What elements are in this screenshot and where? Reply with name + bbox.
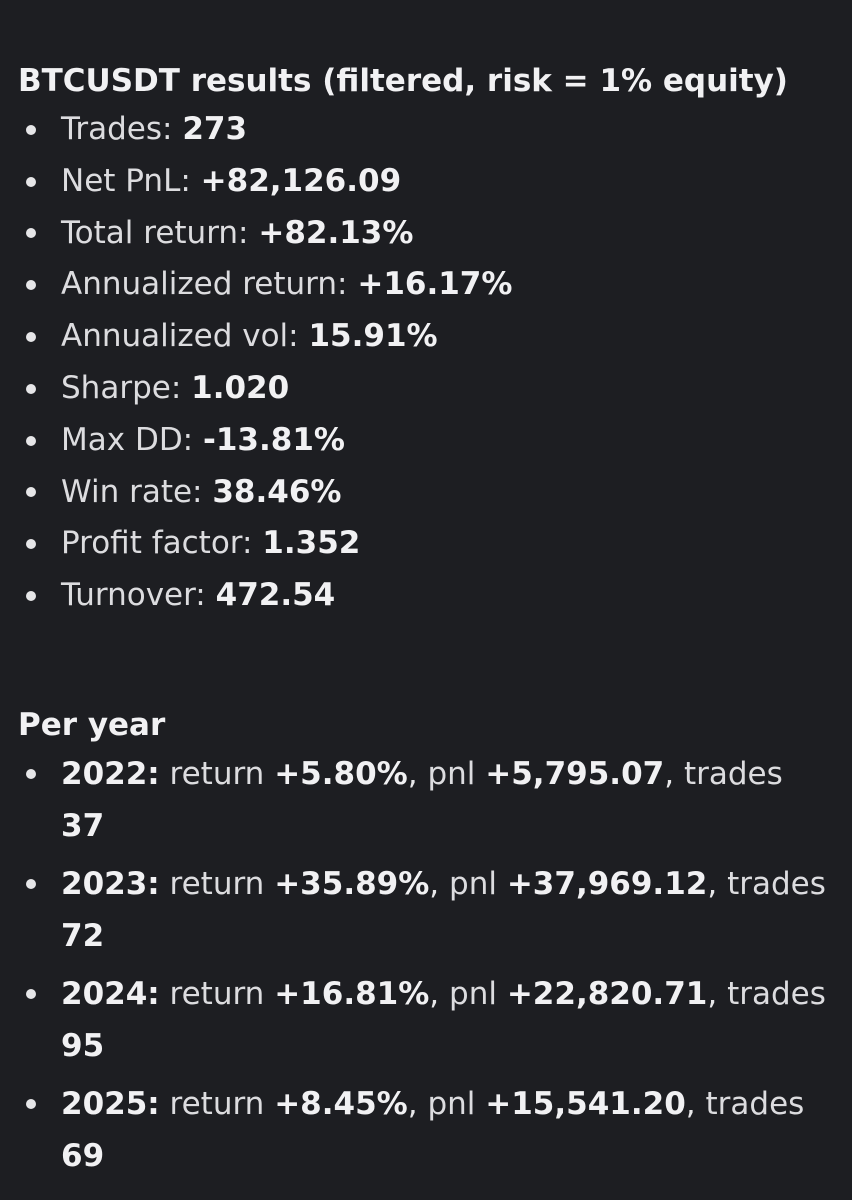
- metric-label: Annualized vol:: [61, 318, 299, 355]
- message-content: BTCUSDT results (filtered, risk = 1% equ…: [18, 58, 838, 1188]
- summary-list: Trades: 273 Net PnL: +82,126.09 Total re…: [18, 104, 838, 622]
- summary-item-turnover: Turnover: 472.54: [18, 570, 838, 622]
- metric-label: Sharpe:: [61, 369, 182, 406]
- pnl-value: +22,820.71: [506, 975, 708, 1012]
- year-label: 2025:: [61, 1085, 160, 1122]
- metric-value: -13.81%: [203, 421, 345, 458]
- metric-label: Annualized return:: [61, 266, 348, 303]
- return-label: return: [169, 975, 265, 1012]
- year-label: 2022:: [61, 755, 160, 792]
- pnl-value: +5,795.07: [485, 755, 665, 792]
- return-value: +8.45%: [274, 1085, 408, 1122]
- year-item-2023: 2023: return +35.89%, pnl +37,969.12, tr…: [18, 858, 838, 962]
- bullet-icon: [26, 156, 36, 208]
- return-label: return: [169, 755, 265, 792]
- bullet-icon: [26, 467, 36, 519]
- bullet-icon: [26, 858, 36, 910]
- bullet-icon: [26, 415, 36, 467]
- metric-value: 1.352: [262, 525, 361, 562]
- year-item-2025: 2025: return +8.45%, pnl +15,541.20, tra…: [18, 1078, 838, 1182]
- summary-item-annualized-vol: Annualized vol: 15.91%: [18, 311, 838, 363]
- bullet-icon: [26, 311, 36, 363]
- year-label: 2023:: [61, 865, 160, 902]
- metric-label: Win rate:: [61, 473, 203, 510]
- trades-value: 72: [61, 917, 105, 954]
- pnl-value: +15,541.20: [485, 1085, 686, 1122]
- year-item-2022: 2022: return +5.80%, pnl +5,795.07, trad…: [18, 748, 838, 852]
- pnl-label: pnl: [449, 865, 497, 902]
- trades-label: trades: [705, 1085, 805, 1122]
- metric-value: 15.91%: [308, 318, 438, 355]
- metric-label: Net PnL:: [61, 162, 191, 199]
- metric-value: 472.54: [215, 577, 336, 614]
- results-heading: BTCUSDT results (filtered, risk = 1% equ…: [18, 63, 788, 99]
- bullet-icon: [26, 518, 36, 570]
- trades-value: 37: [61, 807, 105, 844]
- bullet-icon: [26, 1078, 36, 1130]
- metric-value: 38.46%: [212, 473, 342, 510]
- return-value: +5.80%: [274, 755, 408, 792]
- summary-item-max-dd: Max DD: -13.81%: [18, 415, 838, 467]
- trades-label: trades: [727, 975, 826, 1012]
- summary-item-total-return: Total return: +82.13%: [18, 208, 838, 260]
- metric-value: +82,126.09: [200, 162, 402, 199]
- bullet-icon: [26, 208, 36, 260]
- pnl-value: +37,969.12: [506, 865, 708, 902]
- pnl-label: pnl: [449, 975, 497, 1012]
- metric-label: Profit factor:: [61, 525, 253, 562]
- pnl-label: pnl: [427, 755, 476, 792]
- metric-label: Trades:: [61, 111, 173, 147]
- summary-item-win-rate: Win rate: 38.46%: [18, 467, 838, 519]
- trades-value: 69: [61, 1137, 105, 1174]
- pnl-label: pnl: [427, 1085, 476, 1122]
- bullet-icon: [26, 968, 36, 1020]
- per-year-list: 2022: return +5.80%, pnl +5,795.07, trad…: [18, 748, 838, 1182]
- bullet-icon: [26, 259, 36, 311]
- trades-label: trades: [727, 865, 826, 902]
- metric-value: +16.17%: [357, 266, 513, 303]
- summary-item-annualized-return: Annualized return: +16.17%: [18, 259, 838, 311]
- bullet-icon: [26, 748, 36, 800]
- year-item-2024: 2024: return +16.81%, pnl +22,820.71, tr…: [18, 968, 838, 1072]
- year-label: 2024:: [61, 975, 160, 1012]
- metric-value: +82.13%: [258, 214, 414, 251]
- bullet-icon: [26, 570, 36, 622]
- return-label: return: [169, 1085, 265, 1122]
- trades-value: 95: [61, 1027, 105, 1064]
- return-label: return: [169, 865, 265, 902]
- metric-value: 1.020: [191, 369, 290, 406]
- summary-item-trades: Trades: 273: [18, 104, 838, 156]
- return-value: +35.89%: [274, 865, 430, 902]
- return-value: +16.81%: [274, 975, 430, 1012]
- section-spacer: [18, 622, 838, 702]
- summary-item-net-pnl: Net PnL: +82,126.09: [18, 156, 838, 208]
- bullet-icon: [26, 363, 36, 415]
- metric-label: Max DD:: [61, 421, 194, 458]
- bullet-icon: [26, 104, 36, 156]
- trades-label: trades: [683, 755, 783, 792]
- metric-value: 273: [182, 111, 248, 147]
- metric-label: Total return:: [61, 214, 249, 251]
- metric-label: Turnover:: [61, 577, 206, 614]
- summary-item-profit-factor: Profit factor: 1.352: [18, 518, 838, 570]
- per-year-heading: Per year: [18, 706, 166, 743]
- summary-item-sharpe: Sharpe: 1.020: [18, 363, 838, 415]
